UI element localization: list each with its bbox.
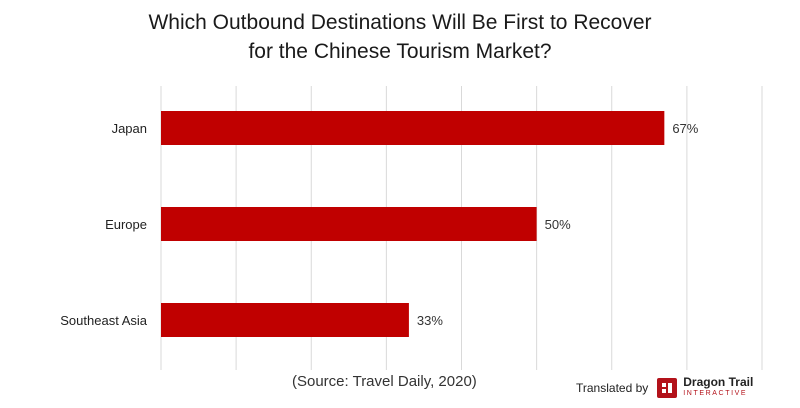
brand-subtitle: INTERACTIVE xyxy=(683,390,748,397)
dragon-trail-logo-icon xyxy=(657,378,678,398)
value-label: 33% xyxy=(417,313,443,328)
chart-title-line-2: for the Chinese Tourism Market? xyxy=(248,40,552,63)
source-note: (Source: Travel Daily, 2020) xyxy=(292,373,477,390)
logo-glyph xyxy=(662,383,673,393)
credit: Translated by Dragon Trail INTERACTIVE xyxy=(576,375,754,399)
logo-wordmark: Dragon Trail INTERACTIVE xyxy=(683,375,754,399)
category-labels: Japan Europe Southeast Asia xyxy=(60,121,147,328)
bar xyxy=(161,207,537,241)
bar xyxy=(161,111,665,145)
chart-title-line-1: Which Outbound Destinations Will Be Firs… xyxy=(148,11,652,34)
category-label: Southeast Asia xyxy=(60,313,147,328)
credit-prefix: Translated by xyxy=(576,381,649,395)
brand-name: Dragon Trail xyxy=(683,375,754,389)
chart-title: Which Outbound Destinations Will Be Firs… xyxy=(0,8,800,66)
bar xyxy=(161,303,409,337)
category-label: Japan xyxy=(112,121,147,136)
value-labels: 67% 50% 33% xyxy=(417,121,699,328)
category-label: Europe xyxy=(105,217,147,232)
value-label: 50% xyxy=(545,217,571,232)
value-label: 67% xyxy=(672,121,698,136)
bars xyxy=(161,111,665,337)
